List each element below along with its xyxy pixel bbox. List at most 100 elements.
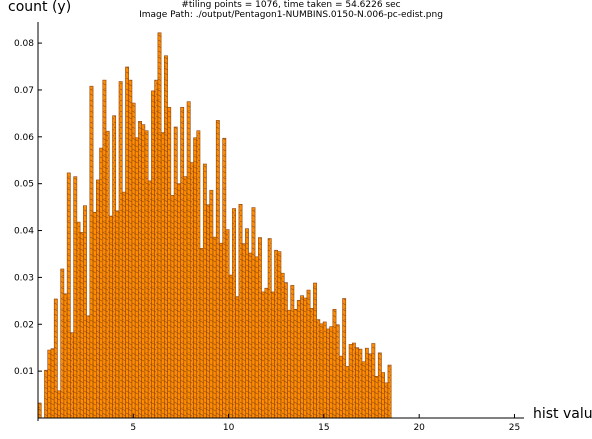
histogram-bar [50, 348, 55, 419]
histogram-bar [238, 204, 243, 419]
histogram-bar [83, 205, 87, 419]
x-tick-label: 25 [509, 423, 520, 433]
histogram-bar [248, 252, 253, 419]
histogram-bar [180, 106, 185, 419]
histogram-bar [202, 163, 207, 419]
histogram-bar [264, 287, 269, 419]
histogram-bar [167, 106, 172, 419]
histogram-bar [66, 172, 71, 419]
histogram-bar [92, 211, 97, 419]
histogram-bar [44, 369, 49, 419]
histogram-bar [157, 32, 162, 419]
histogram-bar [102, 79, 107, 419]
y-axis-label: count (y) [8, 0, 71, 15]
histogram-bar [326, 328, 330, 419]
y-tick-label: 0.05 [14, 180, 34, 190]
histogram-bar [300, 295, 304, 419]
histogram-bar [138, 121, 142, 419]
histogram-bar [387, 364, 392, 419]
y-tick-label: 0.08 [14, 39, 34, 49]
histogram-bar [173, 126, 178, 419]
histogram-bar [348, 344, 353, 419]
chart-title-line-2: Image Path: ./output/Pentagon1-NUMBINS.0… [139, 10, 443, 20]
histogram-bar [115, 210, 120, 419]
y-tick-label: 0.02 [14, 320, 34, 330]
histogram-bar [170, 195, 175, 419]
histogram-bar [131, 102, 136, 419]
histogram-bar [251, 207, 256, 419]
histogram-bar [261, 291, 266, 419]
histogram-bar [309, 308, 314, 419]
histogram-bar [105, 130, 110, 419]
histogram-bar [183, 176, 188, 419]
histogram-bar [254, 256, 259, 419]
histogram-bar [228, 274, 233, 419]
histogram-bar [121, 191, 126, 419]
histogram-bar [303, 297, 308, 419]
histogram-bar [222, 137, 227, 419]
histogram-bar [73, 176, 78, 419]
histogram-bar [108, 215, 113, 419]
histogram-bar [345, 366, 350, 419]
histogram-bar [358, 348, 363, 419]
chart-title-line-1: #tiling points = 1076, time taken = 54.6… [181, 0, 400, 10]
histogram-bar [313, 282, 317, 419]
histogram-bar [368, 353, 373, 419]
histogram-bar [99, 147, 104, 419]
histogram-bar [290, 285, 295, 419]
histogram-bar [316, 319, 321, 419]
histogram-bar [355, 347, 360, 419]
histogram-bar [339, 355, 343, 419]
histogram-bar [196, 130, 201, 419]
histogram-bar [235, 296, 240, 419]
histogram-bar [79, 232, 84, 419]
histogram-bar [364, 347, 369, 419]
y-tick-label: 0.03 [14, 273, 34, 283]
axes-group [37, 22, 524, 421]
histogram-bar [212, 236, 217, 419]
histogram-bar [118, 81, 123, 419]
histogram-bar [232, 208, 236, 419]
histogram-bar [63, 293, 68, 419]
y-tick-label: 0.04 [14, 227, 34, 237]
histogram-bar [86, 315, 91, 419]
histogram-bar [245, 228, 249, 419]
y-tick-label: 0.07 [14, 86, 34, 96]
x-tick-label: 20 [413, 423, 425, 433]
histogram-bar [381, 372, 385, 419]
histogram-bar [189, 162, 194, 419]
histogram-bar [342, 298, 347, 419]
histogram-bar [112, 115, 117, 419]
histogram-bar [125, 66, 130, 419]
histogram-bar [329, 326, 334, 419]
histogram-bar [267, 238, 272, 419]
histogram-bar [293, 308, 298, 419]
histogram-bar [154, 79, 159, 419]
histogram-bar [270, 291, 275, 419]
histogram-bar [374, 375, 379, 419]
histogram-bar [60, 268, 65, 419]
x-tick-label: 15 [318, 423, 329, 433]
histogram-bar [274, 249, 279, 419]
histogram-bar [141, 124, 146, 419]
histogram-bar [361, 361, 366, 419]
histogram-bar [215, 120, 220, 419]
histogram-bar [306, 289, 311, 419]
histogram-bar [384, 382, 389, 419]
histogram-bar [128, 79, 133, 419]
histogram-bar [332, 308, 337, 419]
histogram-bar [287, 309, 292, 419]
histogram-bar [219, 242, 223, 419]
y-ticks-group: 0.01 0.02 0.03 0.04 0.05 0.06 0.07 0.08 [14, 39, 42, 377]
histogram-bar [377, 352, 382, 419]
histogram-bar [277, 251, 282, 419]
histogram-bar [280, 272, 285, 419]
x-axis-label: hist value [533, 406, 592, 422]
histogram-bar [258, 237, 262, 419]
x-tick-label: 10 [223, 423, 235, 433]
histogram-bar [193, 137, 198, 419]
y-tick-label: 0.06 [14, 133, 34, 143]
histogram-bar [151, 90, 155, 419]
histogram-bar [225, 229, 230, 419]
